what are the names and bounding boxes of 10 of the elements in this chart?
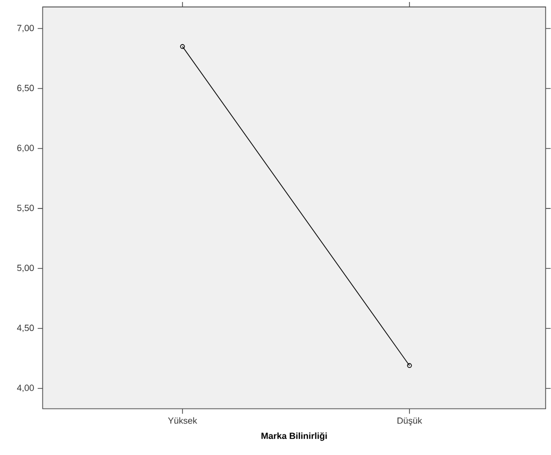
y-tick-label: 4,50 [17, 324, 34, 332]
y-tick-label: 6,00 [17, 144, 34, 152]
y-tick-label: 5,50 [17, 204, 34, 212]
y-tick-label: 7,00 [17, 24, 34, 32]
y-tick-label: 5,00 [17, 264, 34, 272]
x-tick-label: Yüksek [168, 417, 198, 424]
x-axis-title: Marka Bilinirliği [262, 432, 327, 441]
y-tick-label: 4,00 [17, 384, 34, 392]
x-tick-label: Düşük [398, 417, 422, 426]
y-tick-label: 6,50 [17, 84, 34, 92]
